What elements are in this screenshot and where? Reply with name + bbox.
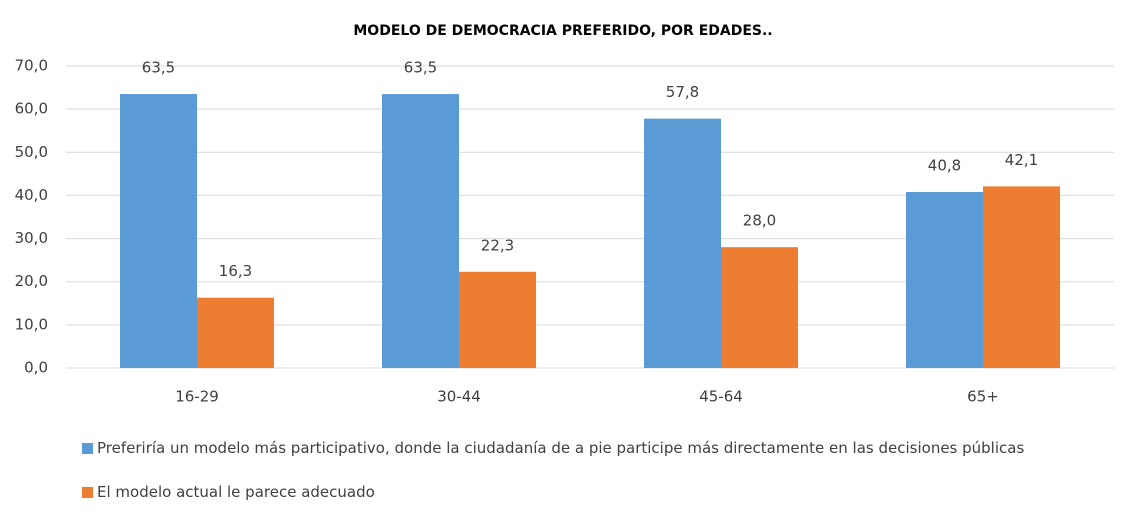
y-tick-label: 60,0 [15,100,48,118]
y-tick-label: 0,0 [24,359,48,377]
chart: MODELO DE DEMOCRACIA PREFERIDO, POR EDAD… [15,23,1114,406]
legend-label: Preferiría un modelo más participativo, … [97,439,1025,457]
value-label: 16,3 [219,262,252,280]
value-label: 22,3 [481,236,514,254]
value-label: 40,8 [928,156,961,174]
y-tick-label: 50,0 [15,143,48,161]
value-label: 57,8 [666,83,699,101]
legend-entry: El modelo actual le parece adecuado [82,481,1092,503]
x-tick-label: 30-44 [437,388,481,406]
legend-label: El modelo actual le parece adecuado [97,483,375,501]
value-label: 42,1 [1005,151,1038,169]
value-label: 63,5 [142,59,175,77]
legend-swatch [82,487,93,498]
value-label: 63,5 [404,59,437,77]
y-tick-label: 20,0 [15,272,48,290]
x-tick-label: 16-29 [175,388,219,406]
value-label: 28,0 [743,212,776,230]
legend-swatch [82,443,93,454]
x-tick-label: 45-64 [699,388,743,406]
y-tick-label: 70,0 [15,57,48,75]
bar [644,118,721,369]
y-tick-label: 40,0 [15,186,48,204]
bar [906,191,983,368]
legend: Preferiría un modelo más participativo, … [82,437,1092,525]
legend-entry: Preferiría un modelo más participativo, … [82,437,1092,459]
bar [120,94,197,369]
y-tick-label: 10,0 [15,315,48,333]
x-tick-label: 65+ [967,388,999,406]
bar [721,247,798,368]
bar [459,271,536,368]
bar [983,186,1060,368]
bar [197,297,274,368]
chart-title: MODELO DE DEMOCRACIA PREFERIDO, POR EDAD… [353,23,772,39]
bar [382,94,459,369]
y-tick-label: 30,0 [15,229,48,247]
